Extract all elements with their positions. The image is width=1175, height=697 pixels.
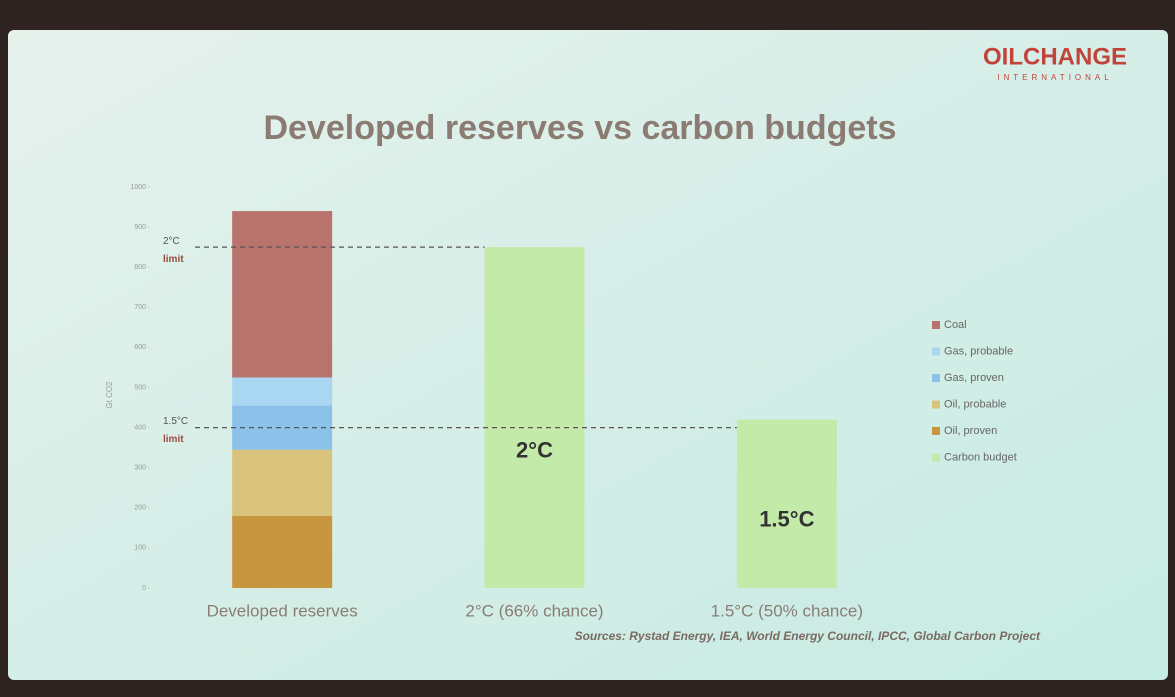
bar-segment [232,450,332,516]
legend-swatch [932,427,940,435]
source: Sources: Rystad Energy, IEA, World Energ… [575,629,1041,643]
bar-segment [485,247,585,588]
legend-swatch [932,348,940,356]
chart: OILCHANGE INTERNATIONAL Developed reserv… [0,0,1175,692]
bar-label: 1.5°C [759,506,814,531]
legend-swatch [932,321,940,329]
limit-sublabel: limit [163,434,184,445]
y-tick-label: 400 [134,424,146,431]
bar-segment [232,516,332,588]
legend-label: Gas, probable [944,345,1013,357]
y-tick-label: 900 [134,224,146,231]
y-tick-label: 300 [134,465,146,472]
bar-segment [232,406,332,450]
limit-sublabel: limit [163,254,184,265]
y-tick-label: 100 [134,545,146,552]
y-tick-label: 600 [134,344,146,351]
y-tick-label: 800 [134,264,146,271]
legend-label: Coal [944,319,967,331]
legend-swatch [932,374,940,382]
limit-label: 1.5°C [163,416,188,427]
legend-label: Gas, proven [944,372,1004,384]
legend-swatch [932,401,940,409]
y-tick-label: 500 [134,384,146,391]
chart-title: Developed reserves vs carbon budgets [263,109,896,147]
y-tick-label: 0 [142,585,146,592]
bar-segment [737,420,837,588]
y-axis-label: Gt CO2 [105,381,114,409]
y-tick-label: 1000 [130,184,146,191]
bar-segment [232,211,332,377]
legend-swatch [932,454,940,462]
x-tick-label: 1.5°C (50% chance) [711,601,863,620]
x-tick-label: Developed reserves [207,601,358,620]
page: OILCHANGE INTERNATIONAL Developed reserv… [0,0,1175,697]
bar-segment [232,377,332,405]
bar-label: 2°C [516,437,553,462]
brand-name: OILCHANGE [983,43,1127,70]
legend-label: Carbon budget [944,451,1017,463]
y-tick-label: 700 [134,304,146,311]
brand-tagline: INTERNATIONAL [997,73,1112,82]
legend-label: Oil, probable [944,398,1006,410]
limit-label: 2°C [163,236,180,247]
y-tick-label: 200 [134,505,146,512]
legend-label: Oil, proven [944,425,997,437]
x-tick-label: 2°C (66% chance) [465,601,603,620]
